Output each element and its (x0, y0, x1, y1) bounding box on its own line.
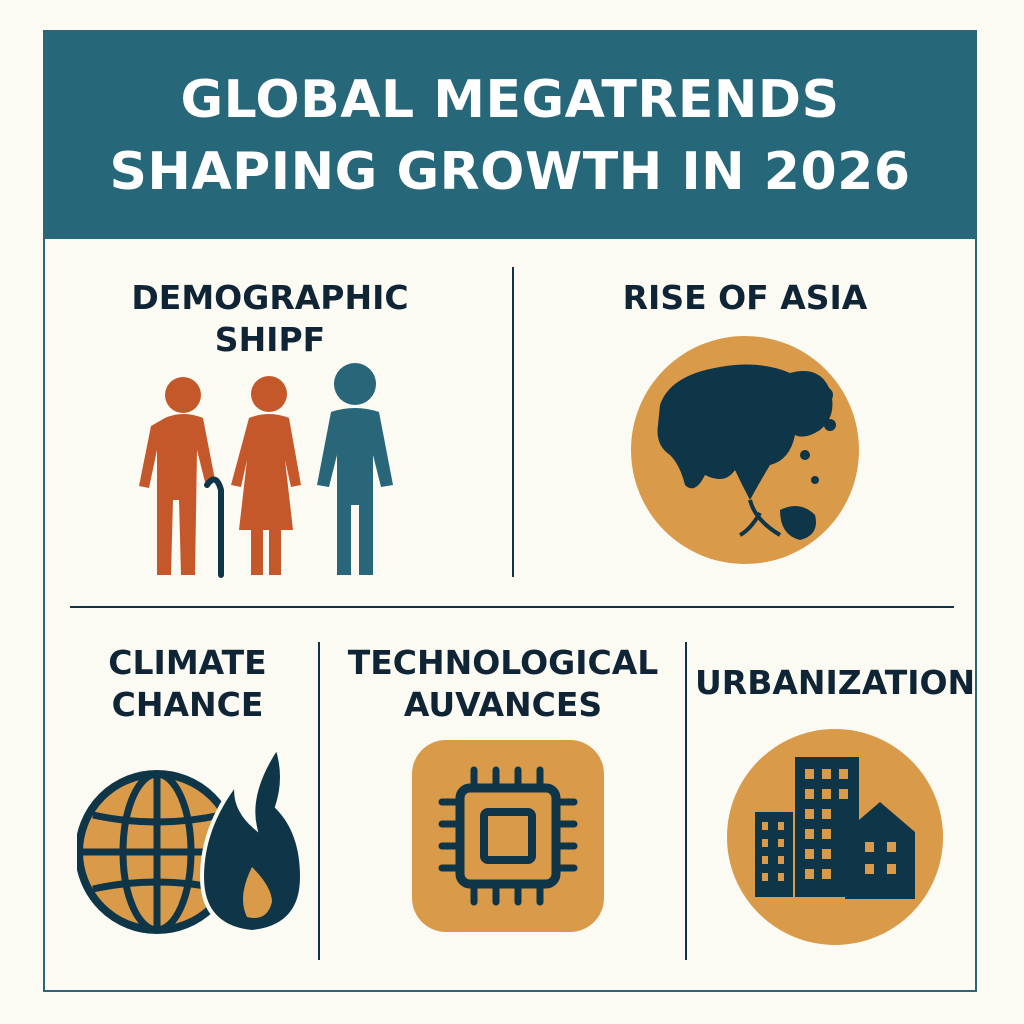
header-banner: GLOBAL MEGATRENDS SHAPING GROWTH IN 2026 (45, 32, 975, 239)
page-title-line-2: SHAPING GROWTH IN 2026 (109, 141, 911, 202)
horizontal-divider (70, 606, 954, 608)
trend-label-climate-line-2: CHANCE (111, 685, 264, 724)
trend-label-tech: TECHNOLOGICAL AUVANCES (328, 642, 678, 726)
trend-label-demographic-line-2: SHIPF (214, 320, 326, 359)
trend-label-tech-line-2: AUVANCES (403, 685, 603, 724)
trend-label-demographic-line-1: DEMOGRAPHIC (131, 278, 409, 317)
trend-label-climate: CLIMATE CHANCE (65, 642, 310, 726)
trend-label-demographic: DEMOGRAPHIC SHIPF (85, 277, 455, 361)
globe-asia-icon (630, 335, 860, 565)
trend-label-urban: URBANIZATION (695, 662, 975, 704)
globe-flame-icon (77, 737, 307, 947)
page-title-line-1: GLOBAL MEGATRENDS (180, 69, 840, 130)
trend-label-asia: RISE OF ASIA (545, 277, 945, 319)
trend-label-urban-line-1: URBANIZATION (695, 663, 976, 702)
trend-label-tech-line-1: TECHNOLOGICAL (347, 643, 659, 682)
trend-label-asia-line-1: RISE OF ASIA (622, 278, 868, 317)
chip-icon (412, 740, 604, 932)
vertical-divider-bottom-right (685, 642, 687, 960)
infographic-frame: GLOBAL MEGATRENDS SHAPING GROWTH IN 2026… (43, 30, 977, 992)
vertical-divider-bottom-left (318, 642, 320, 960)
buildings-icon (725, 727, 945, 947)
people-icon (121, 360, 411, 580)
trend-label-climate-line-1: CLIMATE (108, 643, 267, 682)
vertical-divider-top (512, 267, 514, 577)
